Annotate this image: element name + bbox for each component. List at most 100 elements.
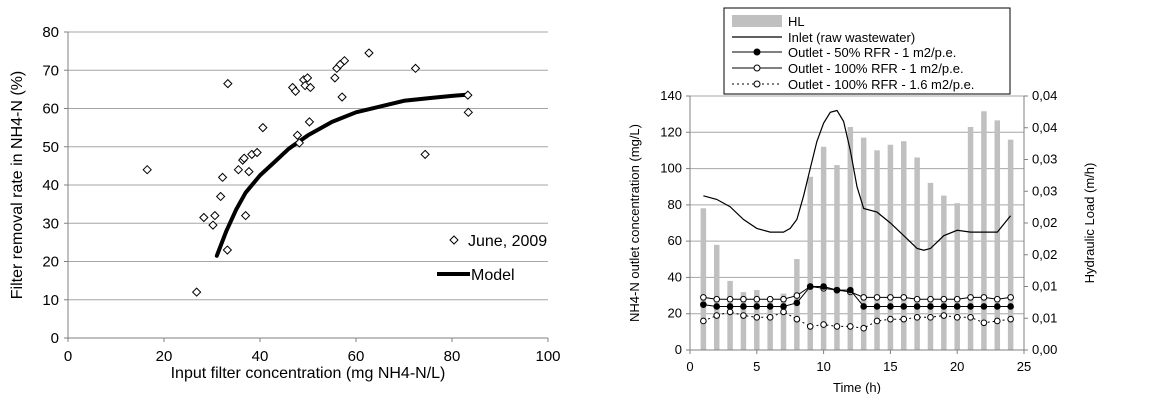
y2-tick-label: 0,03 [1032,183,1057,198]
x-tick-label: 100 [535,348,560,365]
x-tick-label: 60 [348,348,365,365]
y2-tick-label: 0,04 [1032,88,1057,103]
y-tick-label: 70 [42,62,59,79]
outlet-100-16-point [740,312,747,319]
hl-bar [967,126,974,350]
outlet-50-1-point [900,303,908,310]
legend-marker-outlet-100-1 [753,64,761,72]
outlet-50-1-point [873,303,881,310]
y-tick-label: 50 [42,139,59,156]
inlet-line [703,109,1012,251]
outlet-100-1-point [766,295,774,303]
scatter-point [420,149,430,160]
scatter-point [210,210,220,221]
scatter-point [239,153,249,163]
outlet-100-16-point [913,314,921,321]
y-tick-label: 0 [675,342,682,357]
x-tick-label: 25 [1017,359,1031,374]
scatter-point [292,130,303,140]
y-tick-label: 20 [668,306,682,321]
x-axis-title: Input filter concentration (mg NH4-N/L) [171,365,446,382]
outlet-50-1-point [726,303,734,310]
outlet-100-16-point [753,314,761,321]
hl-bar [874,150,880,350]
outlet-100-16-point [700,317,707,325]
scatter-point [258,122,268,133]
hl-bar [780,293,787,350]
outlet-100-16-point [887,315,894,323]
outlet-100-16-point [980,319,988,327]
scatter-point [304,117,315,127]
y-tick-label: 30 [42,215,59,232]
outlet-100-1-point [873,294,881,301]
outlet-50-1-point [940,303,948,310]
outlet-50-1-point [833,286,841,294]
x-tick-label: 10 [816,359,830,374]
outlet-100-1-point [993,295,1001,303]
outlet-100-16-point [726,308,734,316]
outlet-100-16-point [820,321,827,328]
scatter-point [199,212,209,223]
outlet-100-16-point [833,323,841,330]
x-axis-title: Time (h) [833,380,881,394]
y-tick-label: 80 [42,24,59,41]
outlet-100-1-point [793,292,801,299]
y2-tick-label: 0,02 [1032,215,1057,230]
outlet-50-1-line [703,286,1011,307]
outlet-50-1-point [793,299,801,307]
scatter-point [364,48,374,58]
y-tick-label: 140 [660,88,682,103]
y2-tick-label: 0,02 [1032,247,1057,262]
scatter-point [233,164,244,175]
outlet-50-1-point [953,303,961,310]
y2-tick-label: 0,03 [1032,152,1057,167]
y-tick-label: 40 [42,177,59,194]
scatter-point [191,287,202,297]
legend-marker-scatter [449,235,459,245]
y-tick-label: 100 [660,161,682,176]
x-tick-label: 20 [950,359,964,374]
legend-label-outlet-50-1: Outlet - 50% RFR - 1 m2/p.e. [788,45,956,60]
scatter-point [208,220,218,230]
y-axis-title: NH4-N outlet concentration (mg/L) [627,124,642,322]
scatter-point [223,78,233,89]
outlet-100-1-line [703,285,1011,300]
legend-label-hl: HL [788,14,805,29]
y-tick-label: 20 [42,254,59,271]
outlet-100-1-point [900,294,908,301]
outlet-100-1-point [1007,294,1014,301]
scatter-point [337,92,347,102]
legend-label-inlet: Inlet (raw wastewater) [788,30,915,45]
scatter-point [244,166,254,177]
scatter-point [463,90,473,100]
scatter-point [290,86,301,96]
y2-tick-label: 0,01 [1032,310,1057,325]
outlet-50-1-point [913,303,921,310]
y-tick-label: 10 [42,292,59,309]
hl-bar [700,208,707,350]
y2-tick-label: 0,01 [1032,279,1057,294]
x-tick-label: 40 [252,348,269,365]
outlet-100-1-point [713,295,721,303]
scatter-point [305,82,316,93]
outlet-100-16-point [940,312,948,319]
x-tick-label: 15 [883,359,897,374]
y-axis-title: Filter removal rate in NH4-N (%) [9,71,26,299]
scatter-point [463,107,474,118]
scatter-chart: 0 10 20 30 40 50 60 70 80 0 20 40 60 80 100 Input filte… [9,24,561,382]
hl-bar [820,146,827,350]
outlet-100-1-point [887,294,894,301]
outlet-100-1-point [927,295,934,303]
hl-bar [860,137,867,350]
outlet-50-1-point [806,283,814,290]
outlet-100-16-point [927,314,934,321]
y2-tick-label: 0,04 [1032,120,1057,135]
outlet-100-16-point [780,308,787,316]
y-tick-label: 40 [668,269,682,284]
hl-bar [914,157,920,350]
scatter-point [302,73,313,83]
legend-marker-hl [732,15,782,27]
outlet-50-1-point [766,303,774,310]
outlet-100-1-point [740,295,747,303]
